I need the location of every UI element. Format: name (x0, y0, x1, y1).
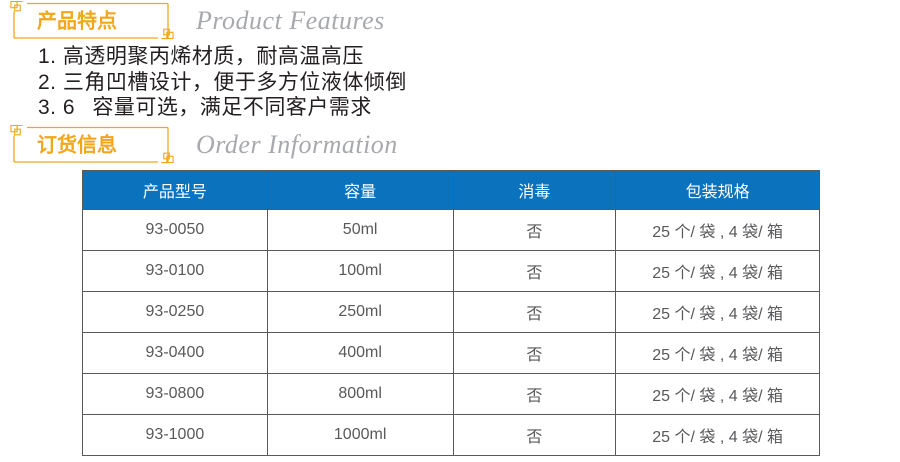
svg-text:产品特点: 产品特点 (37, 9, 117, 33)
svg-text:订货信息: 订货信息 (37, 132, 117, 156)
